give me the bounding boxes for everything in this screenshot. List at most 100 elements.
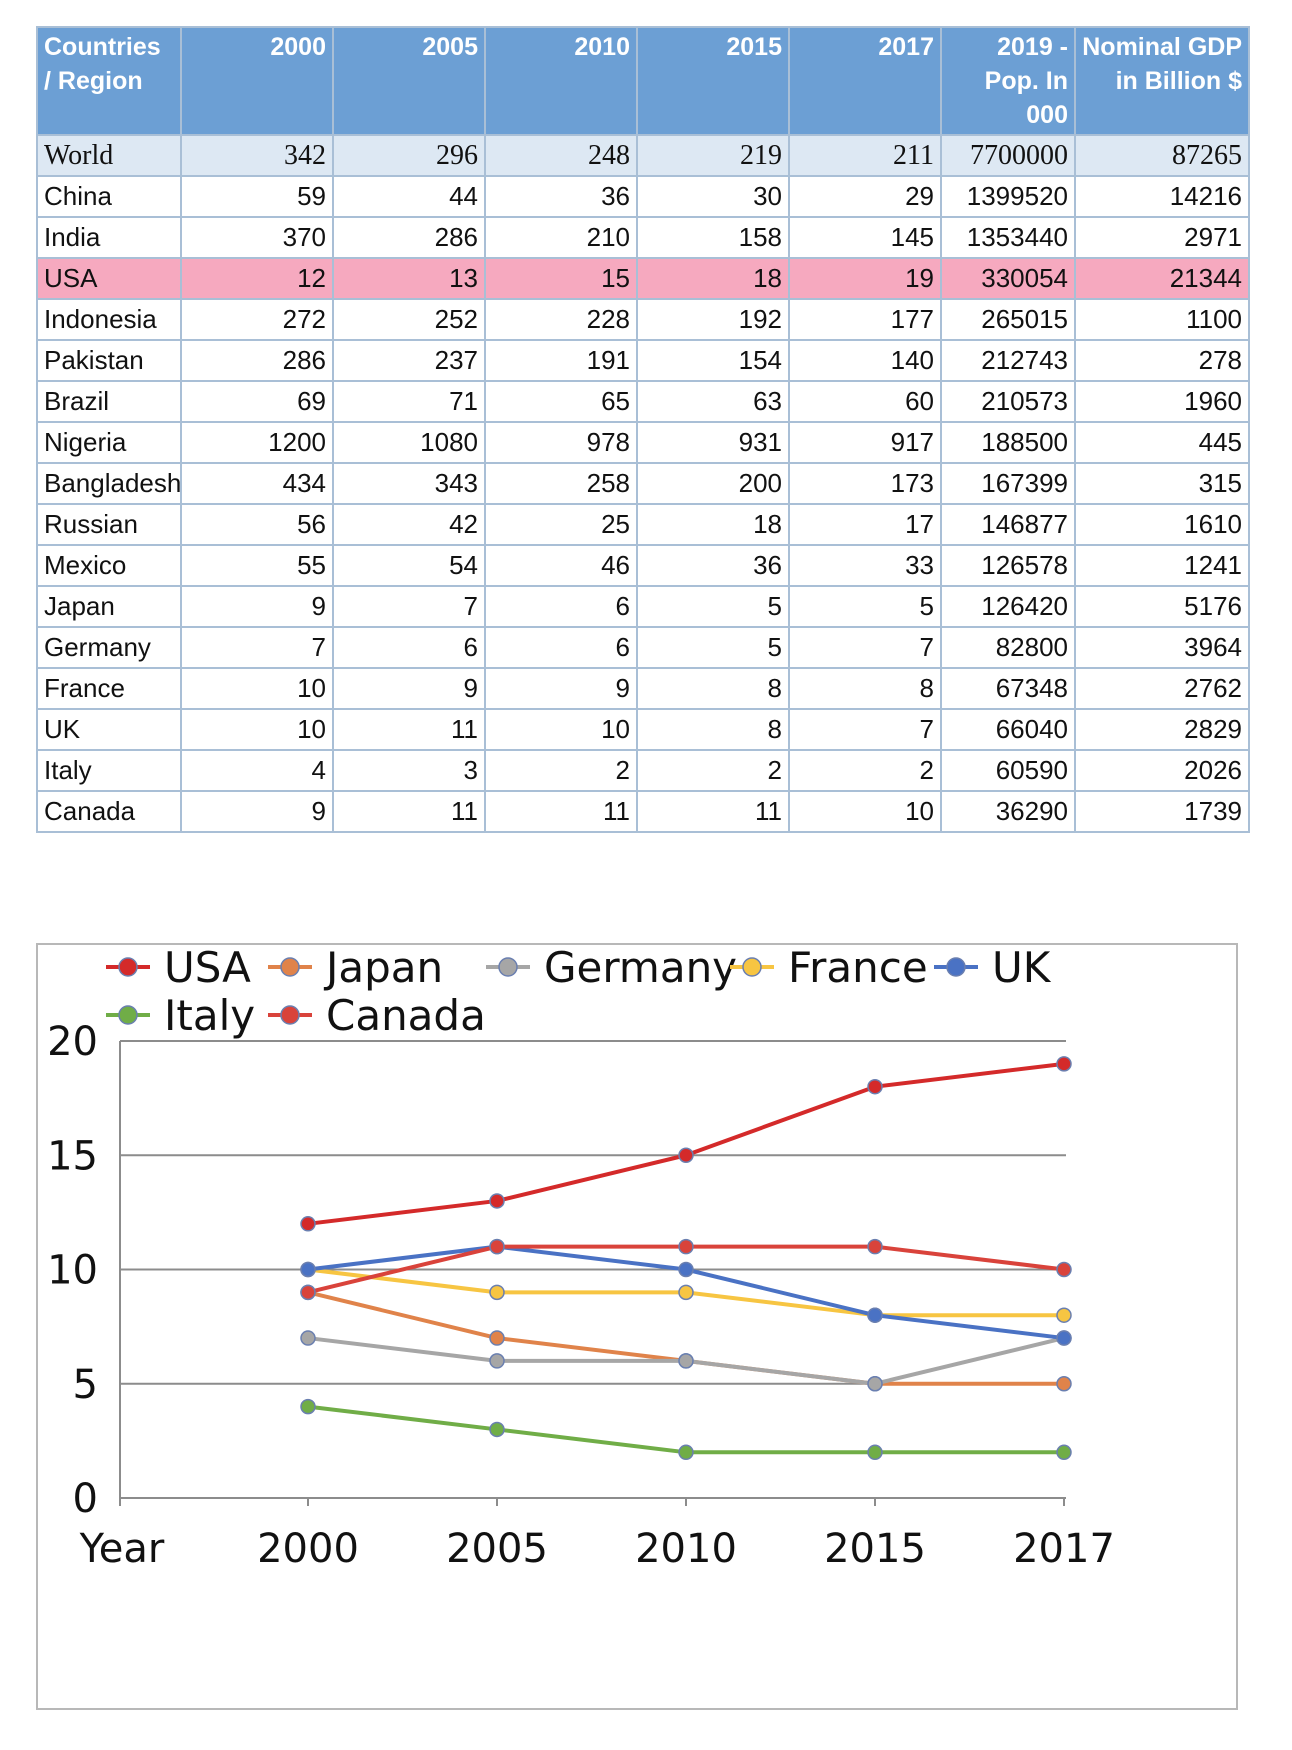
table-row: Mexico 55 54 46 36 33 126578 1241 — [36, 544, 1250, 587]
table-cell: 71 — [332, 380, 486, 423]
table-cell: 9 — [180, 790, 334, 833]
data-point — [1056, 1444, 1072, 1461]
legend-item: Canada — [268, 991, 486, 1040]
table-cell: 126578 — [940, 544, 1076, 587]
data-point — [489, 1284, 505, 1301]
table-cell: 15 — [484, 257, 638, 300]
data-point — [678, 1261, 694, 1278]
legend-label: Canada — [326, 991, 486, 1040]
row-label: China — [36, 175, 182, 218]
table-cell: 10 — [180, 708, 334, 751]
table-cell: 286 — [332, 216, 486, 259]
table-row: Russian 56 42 25 18 17 146877 1610 — [36, 503, 1250, 546]
table-cell: 10 — [788, 790, 942, 833]
data-point — [300, 1284, 316, 1301]
table-row: Nigeria 1200 1080 978 931 917 188500 445 — [36, 421, 1250, 464]
table-cell: 278 — [1074, 339, 1250, 382]
table-row: Italy 4 3 2 2 2 60590 2026 — [36, 749, 1250, 792]
line-chart: USA Japan Germany France UK Italy Canada 0 5 10 1… — [36, 943, 1238, 1710]
series-canada — [300, 1238, 1072, 1301]
data-point — [1056, 1261, 1072, 1278]
table-cell: 2762 — [1074, 667, 1250, 710]
legend-marker — [742, 957, 762, 977]
table-cell: 978 — [484, 421, 638, 464]
row-label: France — [36, 667, 182, 710]
row-label: Russian — [36, 503, 182, 546]
table-cell: 158 — [636, 216, 790, 259]
column-header: 2019 - Pop. In 000 — [940, 26, 1076, 136]
y-tick-label: 0 — [73, 1476, 98, 1522]
legend-label: France — [788, 945, 928, 992]
y-tick-label: 15 — [47, 1133, 98, 1179]
chart-series — [300, 1056, 1072, 1461]
table-cell: 10 — [484, 708, 638, 751]
table-row: Pakistan 286 237 191 154 140 212743 278 — [36, 339, 1250, 382]
table-cell: 87265 — [1074, 134, 1250, 177]
table-cell: 69 — [180, 380, 334, 423]
table-row: UK 10 11 10 8 7 66040 2829 — [36, 708, 1250, 751]
series-line — [307, 1290, 1064, 1386]
column-header: 2000 — [180, 26, 334, 136]
series-line — [307, 1061, 1065, 1226]
legend-item: Italy — [106, 991, 255, 1040]
data-point — [678, 1284, 694, 1301]
table-row: India 370 286 210 158 145 1353440 2971 — [36, 216, 1250, 259]
chart-legend: USA Japan Germany France UK Italy Canada — [106, 945, 1052, 1040]
table-cell: 167399 — [940, 462, 1076, 505]
table-cell: 1200 — [180, 421, 334, 464]
data-point — [678, 1147, 694, 1163]
table-header-row: Countries / Region 2000 2005 2010 2015 2017 20… — [36, 26, 1250, 136]
table-cell: 140 — [788, 339, 942, 382]
table-cell: 17 — [788, 503, 942, 546]
row-label: USA — [36, 257, 182, 300]
table-cell: 434 — [180, 462, 334, 505]
data-point — [867, 1444, 883, 1461]
legend-marker — [498, 957, 518, 977]
table-cell: 330054 — [940, 257, 1076, 300]
table-cell: 13 — [332, 257, 486, 300]
table-cell: 65 — [484, 380, 638, 423]
table-cell: 8 — [636, 708, 790, 751]
data-point — [678, 1353, 694, 1369]
table-cell: 1080 — [332, 421, 486, 464]
data-point — [867, 1078, 883, 1095]
data-point — [867, 1307, 883, 1323]
table-cell: 3 — [332, 749, 486, 792]
table-cell: 6 — [332, 626, 486, 669]
column-header: 2017 — [788, 26, 942, 136]
data-point — [300, 1261, 316, 1278]
column-header: 2005 — [332, 26, 486, 136]
table-cell: 30 — [636, 175, 790, 218]
data-point — [867, 1376, 883, 1392]
table-cell: 21344 — [1074, 257, 1250, 300]
table-cell: 210573 — [940, 380, 1076, 423]
legend-item: France — [730, 945, 928, 992]
table-cell: 18 — [636, 257, 790, 300]
table-cell: 219 — [636, 134, 790, 177]
table-row: Indonesia 272 252 228 192 177 265015 1100 — [36, 298, 1250, 341]
column-header: 2015 — [636, 26, 790, 136]
data-point — [678, 1238, 694, 1255]
table-cell: 7 — [788, 708, 942, 751]
table-row: France 10 9 9 8 8 67348 2762 — [36, 667, 1250, 710]
table-cell: 9 — [332, 667, 486, 710]
table-cell: 1610 — [1074, 503, 1250, 546]
table-cell: 2 — [636, 749, 790, 792]
column-header: Nominal GDP in Billion $ — [1074, 26, 1250, 136]
table-cell: 33 — [788, 544, 942, 587]
table-body: World 342 296 248 219 211 7700000 87265 China 59 4… — [36, 134, 1250, 833]
legend-marker — [118, 957, 138, 977]
chart-gridlines — [120, 1040, 1066, 1385]
x-tick-label: 2010 — [635, 1526, 737, 1572]
table-cell: 145 — [788, 216, 942, 259]
table-cell: 54 — [332, 544, 486, 587]
table-cell: 5176 — [1074, 585, 1250, 628]
table-cell: 1399520 — [940, 175, 1076, 218]
x-tick-label: 2017 — [1013, 1526, 1115, 1572]
legend-item: Japan — [268, 945, 443, 992]
row-label: World — [36, 134, 182, 177]
table-cell: 192 — [636, 298, 790, 341]
series-japan — [300, 1284, 1072, 1392]
table-cell: 173 — [788, 462, 942, 505]
legend-marker — [118, 1005, 138, 1025]
